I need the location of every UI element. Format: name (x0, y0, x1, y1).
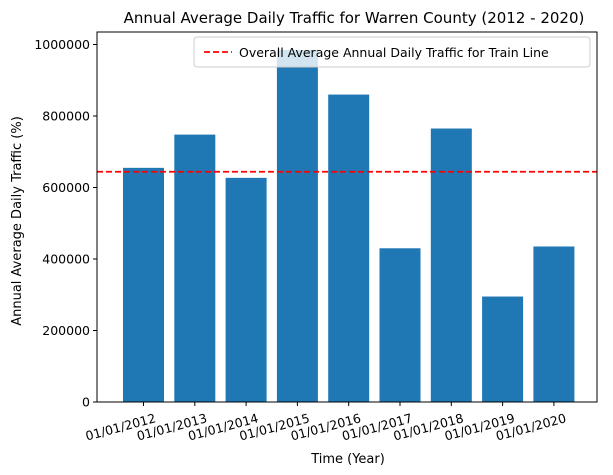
chart-title: Annual Average Daily Traffic for Warren … (124, 9, 585, 27)
legend-label: Overall Average Annual Daily Traffic for… (239, 45, 549, 60)
bars-group (123, 49, 575, 403)
x-axis-label: Time (Year) (310, 452, 385, 467)
bar-01-01-2014 (225, 177, 267, 402)
bar-01-01-2019 (482, 296, 524, 402)
bar-01-01-2013 (174, 134, 216, 402)
bar-01-01-2017 (379, 248, 421, 402)
y-tick-label: 0 (82, 395, 90, 410)
bar-01-01-2018 (430, 128, 472, 403)
bar-01-01-2016 (328, 94, 370, 402)
bar-01-01-2015 (276, 49, 318, 403)
y-axis: 0 200000 400000 600000 800000 1000000 (34, 37, 97, 410)
plot-frame (96, 31, 598, 403)
legend-box (193, 36, 591, 68)
bar-01-01-2012 (123, 167, 164, 402)
y-tick-label: 800000 (42, 109, 90, 124)
x-axis: 01/01/201201/01/201301/01/201401/01/2015… (84, 402, 568, 444)
y-tick-label: 1000000 (34, 37, 90, 52)
bar-01-01-2020 (533, 246, 575, 402)
y-tick-label: 400000 (42, 252, 90, 267)
y-axis-label: Annual Average Daily Traffic (%) (10, 116, 25, 326)
legend: Overall Average Annual Daily Traffic for… (193, 36, 591, 68)
y-tick-label: 600000 (42, 180, 90, 195)
y-tick-label: 200000 (42, 323, 90, 338)
